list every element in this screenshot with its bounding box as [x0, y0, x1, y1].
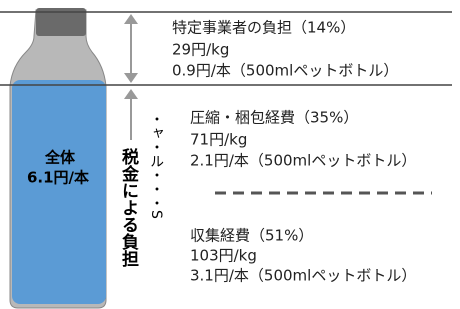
dotted-text: ・ャ・ル・・・S	[148, 112, 164, 219]
section-per-kg: 71円/kg	[190, 131, 247, 149]
section-per-kg: 29円/kg	[172, 41, 229, 59]
total-label: 全体	[44, 149, 76, 167]
section-title: 圧縮・梱包経費（35%）	[190, 109, 358, 127]
section-title: 特定事業者の負担（14%）	[172, 19, 355, 37]
bottle-label	[12, 80, 106, 304]
tax-label: 税金による負担	[118, 147, 140, 268]
diagram: 全体 6.1円/本 税金による負担 ・ャ・ル・・・S 特定事業者の負担（14%）…	[0, 0, 460, 309]
section-per-bottle: 3.1円/本（500mlペットボトル）	[190, 267, 416, 285]
section-per-bottle: 2.1円/本（500mlペットボトル）	[190, 152, 416, 170]
section-per-kg: 103円/kg	[190, 247, 257, 265]
total-value: 6.1円/本	[27, 169, 89, 187]
arrows	[124, 14, 138, 140]
section-title: 収集経費（51%）	[190, 227, 313, 245]
section-per-bottle: 0.9円/本（500mlペットボトル）	[172, 62, 398, 80]
